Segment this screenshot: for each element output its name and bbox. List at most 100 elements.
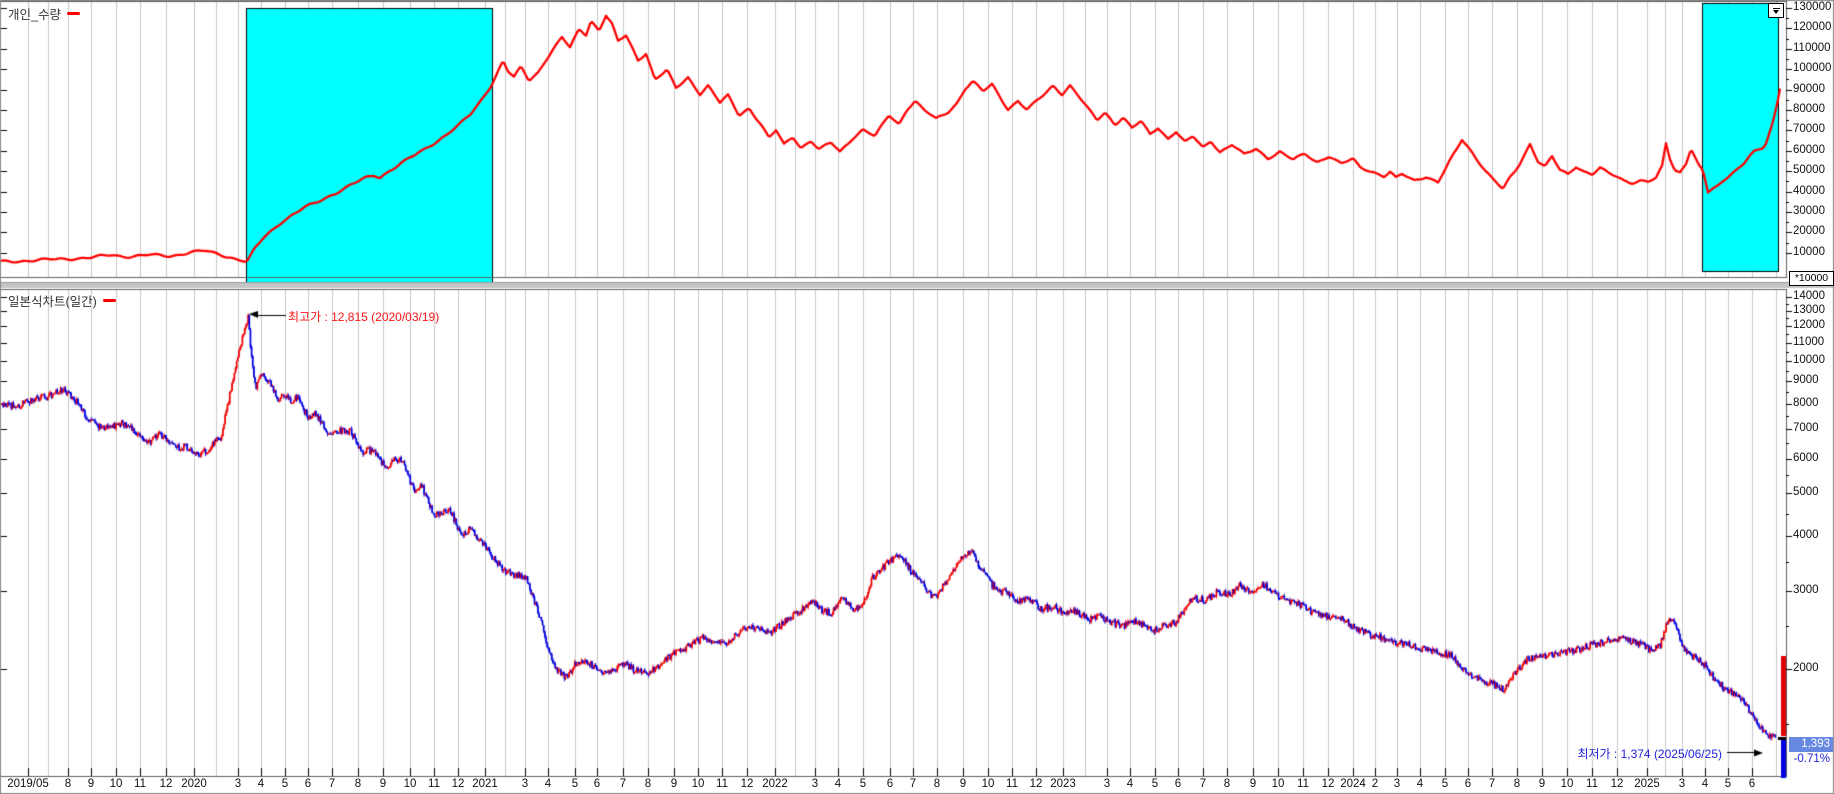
x-axis-label: 6 — [1174, 778, 1182, 790]
x-axis-label: 11 — [428, 778, 440, 790]
highest-price-annotation: 최고가 : 12,815 (2020/03/19) — [288, 310, 440, 324]
x-axis-label: 6 — [1464, 778, 1472, 790]
x-axis-label: 8 — [354, 778, 362, 790]
bottom-y-axis-label: 9000 — [1793, 374, 1819, 387]
bottom-y-axis-label: 11000 — [1793, 335, 1825, 348]
x-axis-label: 8 — [933, 778, 941, 790]
bottom-panel-title-row: 일본식차트(일간) — [8, 291, 116, 310]
x-axis-label: 9 — [379, 778, 387, 790]
bottom-y-axis-label: 12000 — [1793, 319, 1825, 332]
x-axis-label: 3 — [1393, 778, 1401, 790]
x-axis-label: 9 — [959, 778, 967, 790]
x-axis-label: 2024 — [1340, 778, 1366, 790]
x-axis-label: 12 — [740, 778, 754, 790]
x-axis-label: 12 — [1321, 778, 1335, 790]
x-axis-label: 7 — [909, 778, 917, 790]
y-axis-multiplier-badge: *10000 — [1789, 271, 1834, 286]
bottom-y-axis-label: 5000 — [1793, 486, 1819, 499]
x-axis-label: 11 — [1586, 778, 1598, 790]
x-axis-label: 10 — [691, 778, 705, 790]
x-axis-label: 9 — [87, 778, 95, 790]
x-axis-label: 2019/05 — [7, 778, 49, 790]
x-axis-label: 5 — [1151, 778, 1159, 790]
x-axis-label: 4 — [1701, 778, 1709, 790]
x-axis-label: 10 — [1560, 778, 1574, 790]
x-axis-label: 6 — [593, 778, 601, 790]
bottom-y-axis-label: 10000 — [1793, 354, 1825, 366]
x-axis-label: 5 — [281, 778, 289, 790]
x-axis-label: 4 — [257, 778, 265, 790]
bottom-y-axis-label: 14000 — [1793, 289, 1825, 302]
x-axis-label: 9 — [1249, 778, 1257, 790]
top-panel-title-row: 개인_수량 — [8, 4, 80, 23]
x-axis-label: 10 — [1271, 778, 1285, 790]
x-axis-label: 4 — [834, 778, 842, 790]
bottom-panel-title: 일본식차트(일간) — [8, 295, 97, 309]
bottom-y-axis-label: 8000 — [1793, 396, 1819, 409]
collapse-icon-triangle — [1773, 9, 1779, 14]
x-axis-label: 8 — [1223, 778, 1231, 790]
bottom-y-axis-label: 2000 — [1793, 661, 1819, 674]
top-y-axis-label: 40000 — [1793, 184, 1825, 197]
x-axis-label: 5 — [571, 778, 579, 790]
collapse-panel-icon[interactable] — [1768, 3, 1784, 18]
x-axis-label: 2022 — [762, 778, 788, 790]
x-axis-label: 6 — [304, 778, 312, 790]
x-axis-label: 10 — [981, 778, 995, 790]
x-axis-label: 11 — [1006, 778, 1018, 790]
x-axis-label: 10 — [109, 778, 123, 790]
top-y-axis-label: 50000 — [1793, 164, 1825, 177]
x-axis-label: 11 — [716, 778, 728, 790]
x-axis-label: 6 — [1748, 778, 1756, 790]
lowest-price-annotation: 최저가 : 1,374 (2025/06/25) — [1577, 747, 1722, 761]
x-axis-label: 2020 — [181, 778, 207, 790]
top-y-axis-label: 30000 — [1793, 205, 1825, 217]
x-axis-label: 5 — [1441, 778, 1449, 790]
x-axis-label: 3 — [1103, 778, 1111, 790]
x-axis-label: 12 — [159, 778, 173, 790]
top-y-axis-label: 70000 — [1793, 123, 1825, 136]
x-axis-label: 12 — [1610, 778, 1624, 790]
x-axis-label: 3 — [234, 778, 242, 790]
x-axis-label: 8 — [1513, 778, 1521, 790]
bottom-y-axis-label: 4000 — [1793, 529, 1819, 542]
x-axis-label: 8 — [64, 778, 72, 790]
x-axis-label: 12 — [451, 778, 465, 790]
top-y-axis-label: 130000 — [1793, 1, 1832, 13]
x-axis-label: 9 — [670, 778, 678, 790]
x-axis-label: 2021 — [472, 778, 498, 790]
x-axis-label: 11 — [1297, 778, 1309, 790]
bottom-y-axis-label: 6000 — [1793, 451, 1819, 464]
bottom-y-axis-label: 3000 — [1793, 584, 1819, 597]
x-axis-label: 4 — [1416, 778, 1424, 790]
top-y-axis-label: 10000 — [1793, 245, 1825, 258]
x-axis-label: 8 — [644, 778, 652, 790]
x-axis-label: 7 — [1199, 778, 1207, 790]
x-axis-label: 2025 — [1634, 778, 1660, 790]
x-axis-label: 2023 — [1050, 778, 1076, 790]
top-y-axis-label: 80000 — [1793, 103, 1825, 115]
x-axis-label: 6 — [886, 778, 894, 790]
x-axis-label: 5 — [859, 778, 867, 790]
top-y-axis-label: 60000 — [1793, 143, 1825, 156]
x-axis-label: 9 — [1538, 778, 1546, 790]
bottom-y-axis-label: 13000 — [1793, 303, 1825, 316]
x-axis-label: 5 — [1724, 778, 1732, 790]
bottom-panel-legend-dash-icon — [102, 299, 116, 302]
x-axis-label: 3 — [811, 778, 819, 790]
x-axis-label: 3 — [521, 778, 529, 790]
top-panel-title: 개인_수량 — [8, 8, 61, 22]
collapse-icon-bar — [1772, 7, 1780, 9]
x-axis-label: 4 — [544, 778, 552, 790]
change-percent-label: -0.71% — [1793, 753, 1830, 765]
top-y-axis-label: 20000 — [1793, 225, 1825, 238]
x-axis-label: 7 — [328, 778, 336, 790]
x-axis-label: 10 — [403, 778, 417, 790]
bottom-y-axis-label: 7000 — [1793, 422, 1819, 435]
top-y-axis-label: 100000 — [1793, 62, 1832, 75]
top-panel-legend-dash-icon — [66, 12, 80, 15]
x-axis-label: 7 — [1488, 778, 1496, 790]
x-axis-label: 4 — [1126, 778, 1134, 790]
